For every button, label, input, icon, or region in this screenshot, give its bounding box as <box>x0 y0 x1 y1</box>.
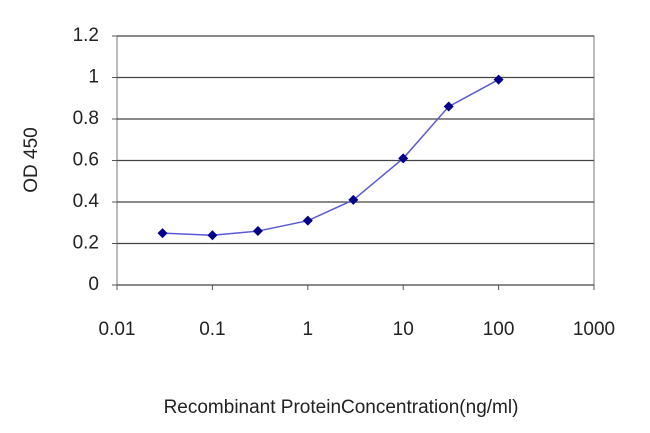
data-point <box>398 153 409 164</box>
data-point <box>493 74 504 85</box>
x-axis-label: Recombinant ProteinConcentration(ng/ml) <box>164 397 519 418</box>
data-point <box>302 215 313 226</box>
y-tick-label: 0.2 <box>73 233 99 254</box>
y-tick-label: 0.4 <box>73 191 100 212</box>
y-axis-label: OD 450 <box>21 127 42 192</box>
data-point <box>443 101 454 112</box>
y-tick-label: 0.8 <box>73 108 99 129</box>
data-point <box>348 194 359 205</box>
y-tick-label: 0.6 <box>73 150 99 171</box>
y-tick-label: 1.2 <box>73 25 99 46</box>
y-tick-label: 1 <box>88 67 99 88</box>
x-tick-label: 0.01 <box>99 319 136 340</box>
data-line <box>162 78 499 236</box>
x-tick-label: 1000 <box>573 319 615 340</box>
x-tick-label: 1 <box>303 319 314 340</box>
data-point <box>207 230 218 241</box>
x-tick-label: 100 <box>483 319 515 340</box>
data-point <box>252 226 263 237</box>
y-tick-label: 0 <box>88 274 99 295</box>
data-point <box>157 228 168 239</box>
x-tick-label: 10 <box>393 319 414 340</box>
x-tick-label: 0.1 <box>199 319 225 340</box>
